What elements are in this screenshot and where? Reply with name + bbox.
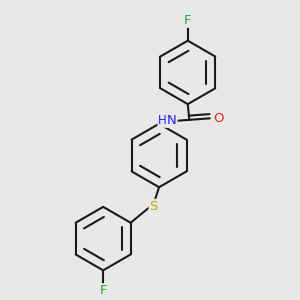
- Text: F: F: [184, 14, 191, 27]
- Text: O: O: [213, 112, 224, 125]
- Text: N: N: [167, 114, 177, 127]
- Text: F: F: [99, 284, 107, 297]
- Text: H: H: [158, 114, 167, 127]
- Text: S: S: [149, 200, 158, 213]
